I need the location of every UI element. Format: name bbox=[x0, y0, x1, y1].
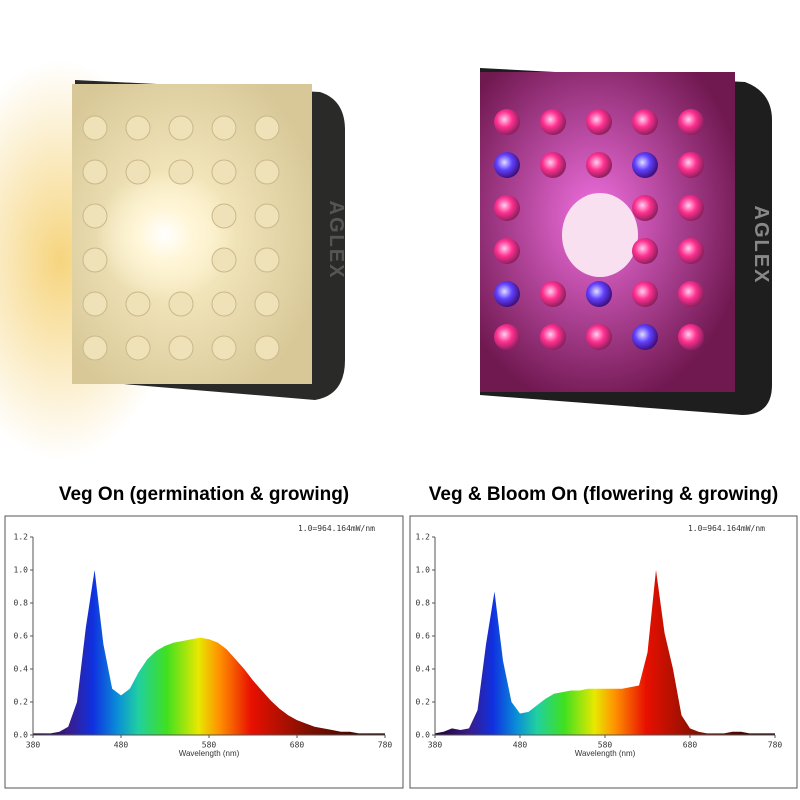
led bbox=[125, 159, 151, 185]
chart-title: Veg & Bloom On (flowering & growing) bbox=[429, 484, 778, 505]
led bbox=[678, 109, 704, 135]
y-tick-label: 0.2 bbox=[416, 698, 431, 707]
led bbox=[678, 281, 704, 307]
led bbox=[82, 203, 108, 229]
led bbox=[586, 109, 612, 135]
led bbox=[82, 247, 108, 273]
brand-label: AGLEX bbox=[325, 201, 347, 280]
led bbox=[211, 115, 237, 141]
led bbox=[494, 195, 520, 221]
led bbox=[254, 159, 280, 185]
led bbox=[82, 291, 108, 317]
x-axis-label: Wavelength (nm) bbox=[179, 749, 240, 758]
y-tick-label: 1.2 bbox=[416, 533, 431, 542]
led bbox=[211, 159, 237, 185]
spectrum-area bbox=[435, 570, 775, 735]
lamp-veg: AGLEX bbox=[0, 60, 347, 460]
led bbox=[678, 152, 704, 178]
x-tick-label: 580 bbox=[598, 741, 613, 750]
y-tick-label: 0.6 bbox=[416, 632, 431, 641]
led bbox=[82, 159, 108, 185]
x-tick-label: 480 bbox=[513, 741, 528, 750]
y-tick-label: 0.4 bbox=[416, 665, 431, 674]
y-tick-label: 0.4 bbox=[14, 665, 29, 674]
brand-label: AGLEX bbox=[750, 206, 772, 285]
led bbox=[678, 238, 704, 264]
y-tick-label: 1.2 bbox=[14, 533, 29, 542]
led bbox=[494, 324, 520, 350]
led bbox=[254, 335, 280, 361]
led bbox=[82, 115, 108, 141]
y-tick-label: 0.0 bbox=[416, 731, 431, 740]
y-tick-label: 0.6 bbox=[14, 632, 29, 641]
led bbox=[632, 281, 658, 307]
led bbox=[632, 324, 658, 350]
x-tick-label: 780 bbox=[768, 741, 783, 750]
led bbox=[211, 247, 237, 273]
led bbox=[678, 195, 704, 221]
led-array bbox=[494, 109, 704, 350]
led bbox=[494, 238, 520, 264]
x-tick-label: 680 bbox=[290, 741, 305, 750]
x-tick-label: 480 bbox=[114, 741, 129, 750]
led bbox=[168, 159, 194, 185]
led bbox=[168, 115, 194, 141]
led bbox=[254, 115, 280, 141]
x-tick-label: 780 bbox=[378, 741, 393, 750]
led bbox=[494, 109, 520, 135]
x-tick-label: 380 bbox=[428, 741, 443, 750]
led bbox=[211, 291, 237, 317]
x-tick-label: 680 bbox=[683, 741, 698, 750]
cob bbox=[562, 193, 638, 277]
y-tick-label: 1.0 bbox=[14, 566, 29, 575]
led bbox=[632, 238, 658, 264]
led bbox=[211, 203, 237, 229]
y-tick-label: 0.2 bbox=[14, 698, 29, 707]
chart-note: 1.0=964.164mW/nm bbox=[688, 524, 765, 533]
led bbox=[586, 324, 612, 350]
x-tick-label: 580 bbox=[202, 741, 217, 750]
lamp-bloom: AGLEX bbox=[480, 68, 772, 415]
led bbox=[632, 152, 658, 178]
led bbox=[494, 281, 520, 307]
chart-title: Veg On (germination & growing) bbox=[59, 484, 349, 505]
led bbox=[540, 324, 566, 350]
chart-note: 1.0=964.164mW/nm bbox=[298, 524, 375, 533]
spectrum-area bbox=[33, 570, 385, 735]
led-array bbox=[82, 115, 280, 361]
led bbox=[125, 291, 151, 317]
led bbox=[632, 109, 658, 135]
led bbox=[632, 195, 658, 221]
led bbox=[168, 291, 194, 317]
y-tick-label: 0.8 bbox=[416, 599, 431, 608]
led bbox=[586, 281, 612, 307]
chart-frame bbox=[409, 515, 798, 789]
led bbox=[678, 324, 704, 350]
led bbox=[168, 335, 194, 361]
y-tick-label: 0.8 bbox=[14, 599, 29, 608]
led bbox=[125, 115, 151, 141]
x-axis-label: Wavelength (nm) bbox=[575, 749, 636, 758]
led bbox=[254, 247, 280, 273]
led bbox=[586, 152, 612, 178]
led bbox=[211, 335, 237, 361]
led bbox=[494, 152, 520, 178]
led bbox=[254, 203, 280, 229]
led bbox=[540, 109, 566, 135]
x-tick-label: 380 bbox=[26, 741, 41, 750]
led bbox=[254, 291, 280, 317]
cob-glow bbox=[95, 170, 235, 300]
led bbox=[540, 281, 566, 307]
led bbox=[540, 152, 566, 178]
led bbox=[82, 335, 108, 361]
y-tick-label: 0.0 bbox=[14, 731, 29, 740]
y-tick-label: 1.0 bbox=[416, 566, 431, 575]
led bbox=[125, 335, 151, 361]
